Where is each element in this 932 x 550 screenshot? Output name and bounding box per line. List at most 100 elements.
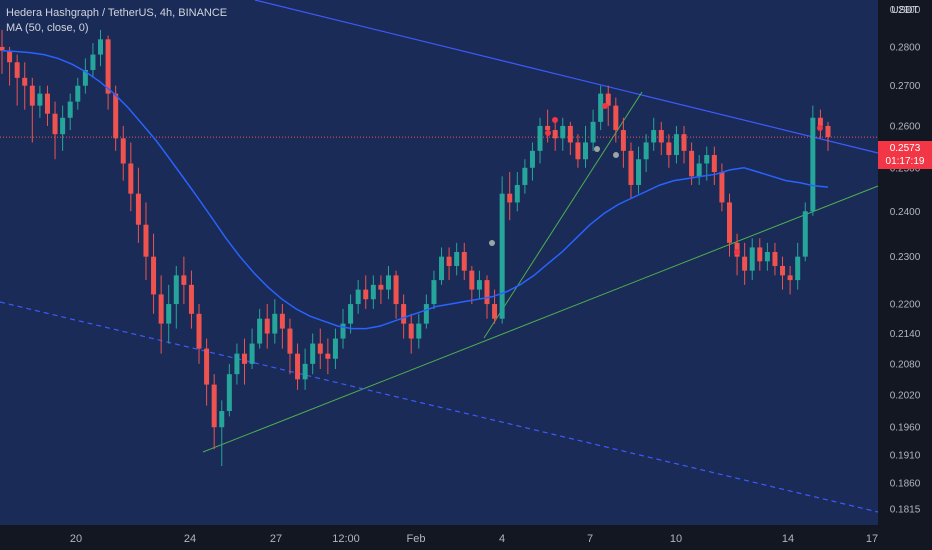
candle-body <box>636 159 642 185</box>
price-tick-label: 0.2080 <box>890 359 921 370</box>
candle-body <box>166 304 172 324</box>
candle-body <box>204 348 210 385</box>
candle-body <box>279 313 285 329</box>
candle-body <box>302 363 308 380</box>
signal-marker <box>817 125 823 131</box>
candle-body <box>704 155 710 164</box>
candle-countdown: 01:17:19 <box>885 156 925 167</box>
candle-body <box>44 93 50 114</box>
time-tick-label: 7 <box>587 533 593 545</box>
candle-body <box>332 338 338 359</box>
candle-body <box>620 130 626 151</box>
candle-body <box>90 54 96 71</box>
candle-body <box>211 384 217 428</box>
price-tick-label: 0.1815 <box>890 505 921 516</box>
price-tick-label: 0.2300 <box>890 252 921 263</box>
candle-body <box>196 313 202 349</box>
price-tick-label: 0.2020 <box>890 391 921 402</box>
candle-body <box>590 121 596 143</box>
candle-body <box>29 85 35 106</box>
candle-body <box>545 125 551 131</box>
candle-body <box>575 142 581 160</box>
candle-body <box>317 343 323 354</box>
candle-body <box>567 125 573 143</box>
candle-body <box>408 323 414 339</box>
candle-body <box>764 252 770 262</box>
price-tick-label: 0.2900 <box>890 5 921 16</box>
candle-body <box>446 256 452 266</box>
current-price-tag: 0.2573 01:17:19 <box>878 141 932 169</box>
candle-body <box>188 284 194 314</box>
signal-marker <box>734 249 740 255</box>
price-tick-label: 0.2600 <box>890 121 921 132</box>
candle-body <box>780 265 786 276</box>
candle-body <box>476 280 482 290</box>
candle-body <box>378 284 384 290</box>
candle-body <box>143 224 149 257</box>
candle-body <box>795 256 801 281</box>
currency-label: USDT <box>891 5 918 16</box>
candle-body <box>37 93 43 106</box>
candle-body <box>742 256 748 271</box>
support-trendline <box>202 185 879 453</box>
chart-legend: Hedera Hashgraph / TetherUS, 4h, BINANCE… <box>6 6 227 36</box>
candle-body <box>439 256 445 281</box>
candle-body <box>295 353 301 380</box>
candle-body <box>82 70 88 86</box>
candle-body <box>14 62 20 78</box>
candle-body <box>613 105 619 131</box>
candle-body <box>583 142 589 160</box>
candle-body <box>726 202 732 243</box>
candle-body <box>454 252 460 266</box>
time-tick-label: 20 <box>70 533 82 545</box>
candle-body <box>825 125 831 138</box>
candle-body <box>158 294 164 324</box>
time-tick-label: 14 <box>782 533 794 545</box>
candle-body <box>219 411 225 428</box>
current-price: 0.2573 <box>889 143 921 154</box>
candle-body <box>507 193 513 203</box>
candle-body <box>7 50 13 63</box>
candle-body <box>484 280 490 305</box>
candle-body <box>772 252 778 266</box>
candle-body <box>226 374 232 412</box>
signal-marker <box>613 152 619 158</box>
time-tick-label: Feb <box>407 533 426 545</box>
symbol-title: Hedera Hashgraph / TetherUS, 4h, BINANCE <box>6 7 228 19</box>
candle-body <box>817 117 823 126</box>
candle-body <box>385 275 391 290</box>
candle-body <box>469 270 475 290</box>
candle-body <box>787 275 793 281</box>
candle-body <box>363 289 369 300</box>
candle-body <box>423 304 429 324</box>
candle-body <box>173 275 179 305</box>
candle-body <box>666 142 672 156</box>
ma-indicator-label[interactable]: MA (50, close, 0) <box>6 22 89 34</box>
candle-body <box>52 113 58 135</box>
candle-body <box>681 134 687 151</box>
candle-body <box>401 304 407 324</box>
candle-body <box>560 125 566 139</box>
ma-50-line <box>1 49 829 330</box>
candle-body <box>393 275 399 305</box>
signal-marker <box>489 240 495 246</box>
candle-body <box>651 130 657 143</box>
time-tick-label: 10 <box>670 533 682 545</box>
price-axis[interactable] <box>878 0 932 550</box>
candle-body <box>234 353 240 375</box>
candle-body <box>105 39 111 94</box>
time-axis[interactable] <box>0 525 878 550</box>
candle-body <box>673 134 679 156</box>
candle-body <box>492 304 498 319</box>
candle-body <box>67 101 73 118</box>
candle-body <box>120 138 126 164</box>
candle-body <box>264 318 270 334</box>
candle-body <box>348 304 354 324</box>
candle-body <box>598 93 604 122</box>
time-tick-label: 24 <box>184 533 196 545</box>
candle-body <box>552 130 558 139</box>
candle-body <box>75 85 81 102</box>
candle-body <box>113 93 119 139</box>
price-tick-label: 0.1860 <box>890 479 921 490</box>
